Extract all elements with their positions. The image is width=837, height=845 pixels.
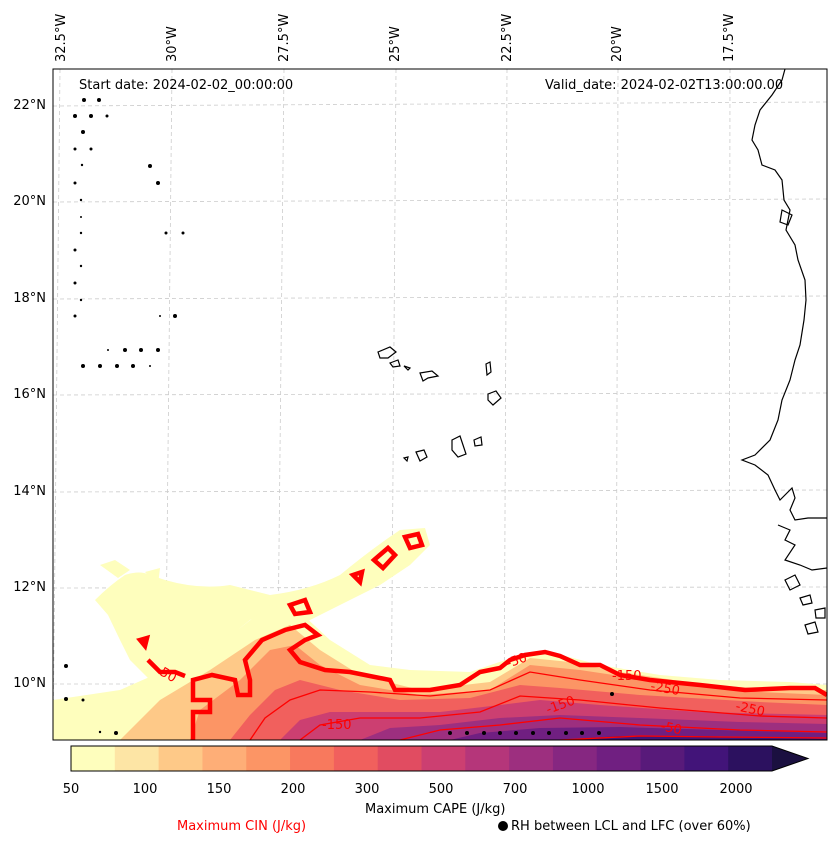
lat-label-18n: 18°N (13, 291, 46, 306)
cin-contours (249, 671, 827, 740)
lon-label-27-5w: 27.5°W (277, 13, 292, 62)
santiago-island (451, 435, 467, 458)
lon-label-32-5w: 32.5°W (54, 13, 69, 62)
colorbar-tick: 50 (62, 782, 80, 797)
colorbar-tick: 500 (428, 782, 454, 797)
lat-label-10n: 10°N (13, 676, 46, 691)
guinea-coast (777, 524, 827, 571)
colorbar-outline (70, 745, 810, 772)
colorbar-swatch (728, 746, 773, 771)
bissagos-island (814, 607, 826, 619)
parallel-14n (53, 489, 827, 493)
bissagos-island (804, 621, 819, 635)
lat-label-22n: 22°N (13, 98, 46, 113)
map-axes-frame (52, 68, 828, 741)
lat-label-20n: 20°N (13, 194, 46, 209)
bissagos-island (784, 574, 801, 591)
fogo-island (415, 449, 428, 462)
lat-label-14n: 14°N (13, 484, 46, 499)
colorbar-tick: 1500 (645, 782, 679, 797)
colorbar-swatch (684, 746, 729, 771)
colorbar-swatch (71, 746, 116, 771)
colorbar-tick: 2000 (719, 782, 753, 797)
sal-island (485, 361, 492, 377)
coastlines (377, 69, 827, 635)
contour-labels: -50 -150 -50 -150 -150 -250 -250 -50 (153, 650, 766, 738)
colorbar-tick: 700 (502, 782, 528, 797)
colorbar-swatch (333, 746, 379, 771)
cin-legend-label: Maximum CIN (J/kg) (177, 819, 307, 834)
contour-label: -150 (322, 718, 352, 733)
maio-island (473, 436, 483, 447)
colorbar-swatch (596, 746, 642, 771)
rh-legend-label: RH between LCL and LFC (over 60%) (511, 819, 751, 834)
colorbar-swatch (290, 746, 335, 771)
lon-label-17-5w: 17.5°W (722, 13, 737, 62)
parallel-20n (53, 198, 827, 203)
santo-antao-island (377, 346, 397, 359)
colorbar-swatch (377, 746, 422, 771)
colorbar-swatch (246, 746, 291, 771)
cin-zero-contour (136, 531, 827, 740)
contour-label: -250 (649, 679, 681, 699)
colorbar-title: Maximum CAPE (J/kg) (365, 802, 506, 817)
rh-dots (64, 98, 614, 735)
boa-vista-island (487, 390, 502, 406)
parallel-16n (53, 392, 827, 396)
bissagos-island (799, 594, 813, 606)
colorbar-swatch (202, 746, 247, 771)
cape-field (53, 528, 827, 740)
lon-label-20w: 20°W (610, 26, 625, 62)
colorbar-swatch (114, 746, 160, 771)
colorbar-tick: 150 (206, 782, 232, 797)
colorbar-tick: 1000 (571, 782, 605, 797)
colorbar-swatch (465, 746, 510, 771)
colorbar-swatch (640, 746, 685, 771)
brava-island (402, 456, 409, 463)
lat-label-16n: 16°N (13, 387, 46, 402)
colorbar (70, 745, 810, 772)
colorbar-swatch (552, 746, 598, 771)
lon-label-25w: 25°W (388, 26, 403, 62)
lon-label-22-5w: 22.5°W (500, 13, 515, 62)
colorbar-swatch (509, 746, 554, 771)
colorbar-tick: 100 (132, 782, 158, 797)
parallel-22n (53, 101, 827, 107)
sao-vicente-island (389, 359, 401, 368)
african-coast (740, 69, 827, 521)
colorbar-tick: 300 (354, 782, 380, 797)
lat-label-12n: 12°N (13, 580, 46, 595)
contour-label: -50 (504, 650, 529, 671)
santa-luzia-island (403, 365, 412, 371)
contour-label: -50 (659, 719, 683, 738)
contour-label: -150 (612, 669, 642, 684)
colorbar-swatch (421, 746, 466, 771)
colorbar-swatch (158, 746, 203, 771)
start-date-label: Start date: 2024-02-02_00:00:00 (79, 78, 294, 93)
coastal-island (779, 209, 793, 226)
valid-date-label: Valid_date: 2024-02-02T13:00:00.00 (545, 78, 784, 93)
colorbar-extend-arrow (772, 746, 808, 771)
lon-label-30w: 30°W (165, 26, 180, 62)
contour-label: -250 (734, 699, 766, 720)
rh-dot-icon (498, 821, 508, 831)
colorbar-tick: 200 (280, 782, 306, 797)
sao-nicolau-island (419, 370, 440, 382)
rh-legend: RH between LCL and LFC (over 60%) (498, 819, 751, 834)
parallel-18n (53, 295, 827, 300)
